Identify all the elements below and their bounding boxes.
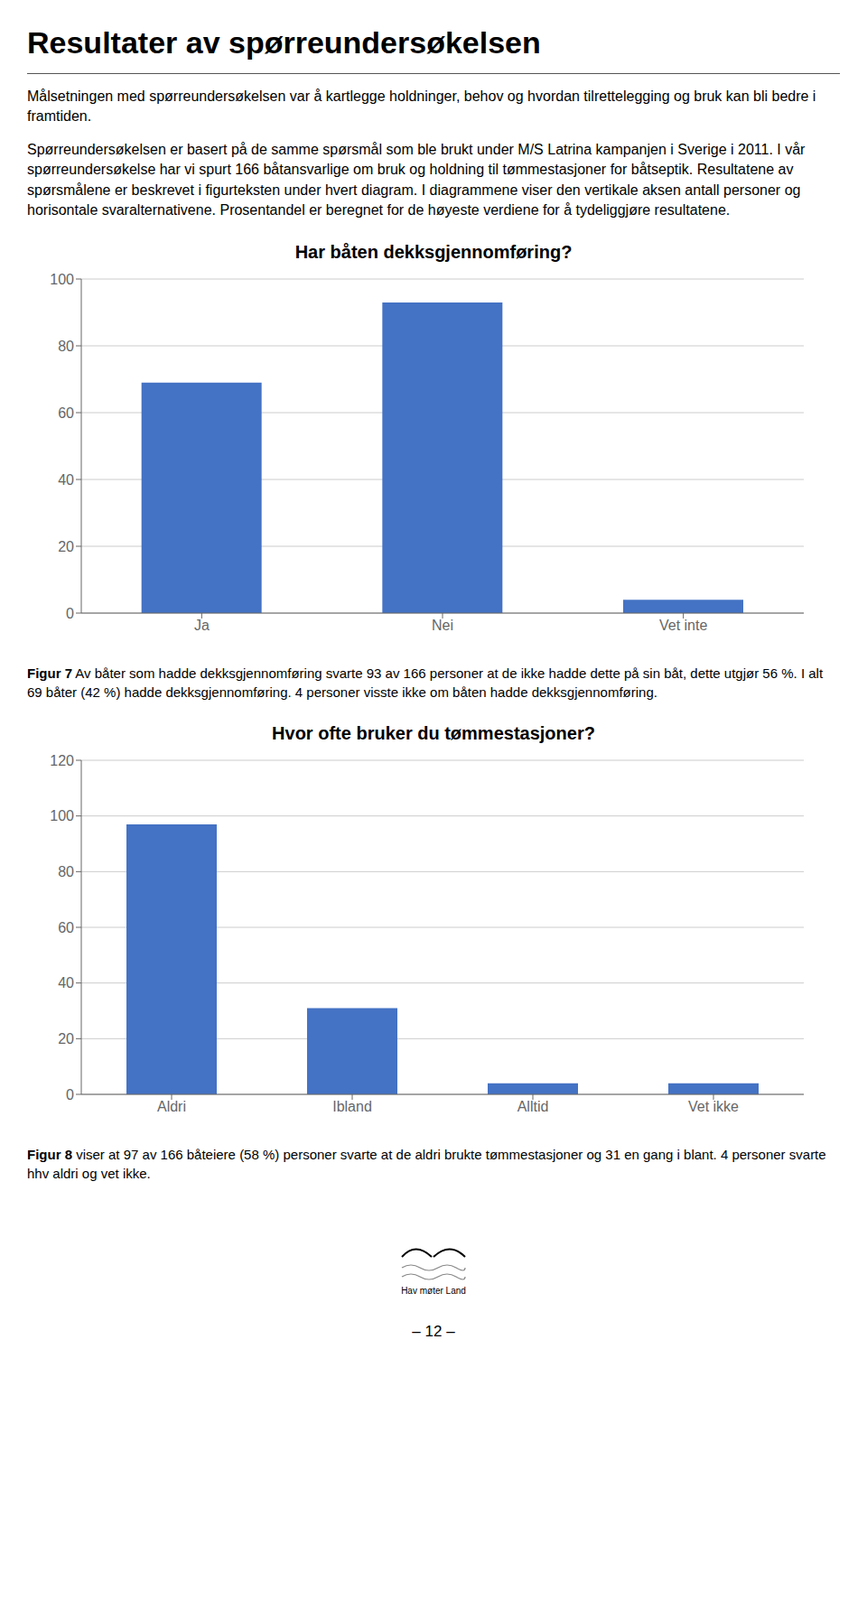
svg-text:40: 40 — [57, 976, 75, 992]
svg-text:20: 20 — [57, 1031, 75, 1047]
svg-text:0: 0 — [65, 605, 75, 622]
svg-text:60: 60 — [57, 405, 75, 421]
html-text:Spørreundersøkelsen er basert: Spørreundersøkelsen er basert på de samm… — [27, 141, 806, 218]
svg-text:0: 0 — [65, 1087, 75, 1103]
html-text:Hav møter Land: Hav møter Land — [401, 1286, 466, 1297]
svg-text:Ja: Ja — [194, 618, 210, 634]
html-text:– 12 –: – 12 – — [412, 1323, 455, 1341]
svg-text:Nei: Nei — [431, 618, 454, 634]
svg-text:60: 60 — [57, 920, 75, 936]
svg-text:40: 40 — [57, 472, 75, 488]
svg-text:80: 80 — [57, 338, 75, 355]
svg-text:20: 20 — [57, 539, 75, 555]
svg-text:100: 100 — [49, 809, 75, 825]
svg-text:Aldri: Aldri — [157, 1100, 187, 1116]
svg-text:100: 100 — [49, 271, 75, 288]
svg-text:Vet inte: Vet inte — [659, 618, 708, 634]
svg-text:Ibland: Ibland — [332, 1100, 373, 1116]
html-text:Resultater av spørreundersøkel: Resultater av spørreundersøkelsen — [27, 25, 541, 60]
html-text:Har båten dekksgjennomføring?: Har båten dekksgjennomføring? — [294, 242, 573, 263]
html-text:Figur 8 viser at 97 av 166 båt: Figur 8 viser at 97 av 166 båteiere (58 … — [27, 1147, 830, 1182]
html-text:Målsetningen med spørreundersø: Målsetningen med spørreundersøkelsen var… — [27, 88, 816, 125]
html-text:Hvor ofte bruker du tømmestasj: Hvor ofte bruker du tømmestasjoner? — [271, 723, 596, 744]
svg-text:120: 120 — [49, 753, 75, 769]
svg-text:Alltid: Alltid — [517, 1100, 550, 1116]
svg-text:80: 80 — [57, 864, 75, 880]
svg-text:Vet ikke: Vet ikke — [688, 1100, 739, 1116]
html-text:Figur 7 Av båter som hadde dek: Figur 7 Av båter som hadde dekksgjennomf… — [27, 665, 827, 701]
